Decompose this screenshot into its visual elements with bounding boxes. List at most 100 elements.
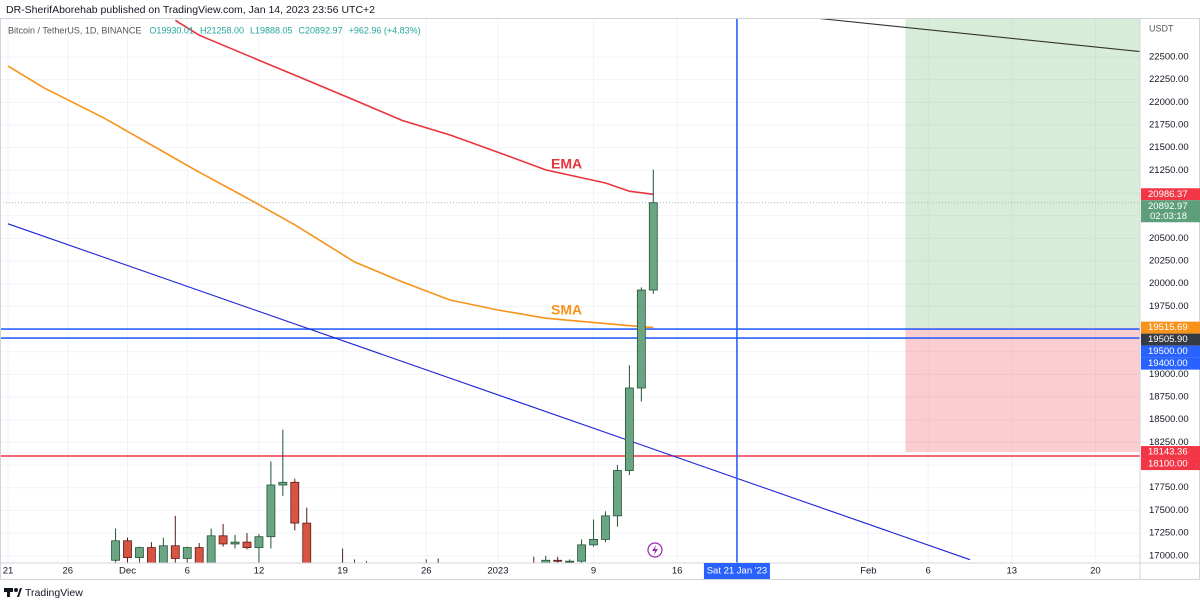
y-tick-label: 22500.00 xyxy=(1149,52,1189,63)
publisher-line: DR-SherifAborehab published on TradingVi… xyxy=(6,4,375,16)
x-tick-label: 21 xyxy=(3,566,14,577)
x-tick-label: 20 xyxy=(1090,566,1101,577)
y-tick-label: 19750.00 xyxy=(1149,301,1189,312)
x-tick-label: 13 xyxy=(1006,566,1017,577)
x-tick-label: 6 xyxy=(185,566,190,577)
candle-body xyxy=(601,515,610,540)
legend-value: O19930.01 xyxy=(149,25,194,35)
candle-body xyxy=(565,560,575,563)
trend-line xyxy=(814,18,1140,53)
candle-body xyxy=(589,539,598,546)
y-tick-label: 17000.00 xyxy=(1149,550,1189,561)
y-tick-label: 18500.00 xyxy=(1149,414,1189,425)
price-label: 19400.00 xyxy=(1148,358,1188,369)
candle-body xyxy=(624,387,634,471)
legend-value: H21258.00 xyxy=(200,25,244,35)
countdown: 02:03:18 xyxy=(1150,211,1187,222)
y-tick-label: 17250.00 xyxy=(1149,528,1189,539)
candle-body xyxy=(266,484,276,538)
trend-line xyxy=(7,223,971,561)
price-label: 19505.90 xyxy=(1148,334,1188,345)
candle-body xyxy=(230,541,240,545)
y-tick-label: 19000.00 xyxy=(1149,369,1189,380)
footer: TradingView xyxy=(25,587,83,599)
axis-label: USDT xyxy=(1149,23,1174,33)
candle-body xyxy=(553,559,563,562)
price-label: 18143.36 xyxy=(1148,447,1188,458)
x-tick-label: 2023 xyxy=(487,566,508,577)
candle-body xyxy=(158,545,168,563)
x-tick-label: 12 xyxy=(254,566,265,577)
x-tick-label: 16 xyxy=(672,566,683,577)
candle-body xyxy=(206,535,216,563)
y-tick-label: 18750.00 xyxy=(1149,392,1189,403)
axes: 17000.0017250.0017500.0017750.0018000.00… xyxy=(0,18,1200,580)
candle-body xyxy=(577,544,586,562)
price-label: 19500.00 xyxy=(1148,346,1188,357)
x-tick-label: 26 xyxy=(62,566,73,577)
alert-icon xyxy=(647,542,663,558)
x-tick-label: Feb xyxy=(860,566,876,577)
candle-body xyxy=(147,547,156,563)
candle-body xyxy=(218,535,228,545)
crosshair-label: Sat 21 Jan '23 xyxy=(707,566,767,577)
price-axis xyxy=(1140,18,1200,580)
y-tick-label: 17750.00 xyxy=(1149,482,1189,493)
legend-value: +962.96 (+4.83%) xyxy=(349,25,421,35)
y-tick-label: 21250.00 xyxy=(1149,165,1189,176)
y-tick-label: 20500.00 xyxy=(1149,233,1189,244)
candle-body xyxy=(242,541,252,548)
candle-body xyxy=(541,559,551,563)
legend-value: C20892.97 xyxy=(299,25,343,35)
candle-body xyxy=(302,522,312,563)
y-tick-label: 20250.00 xyxy=(1149,256,1189,267)
price-label-bg xyxy=(1141,200,1200,223)
legend-value: L19888.05 xyxy=(250,25,293,35)
indicator-label: EMA xyxy=(551,156,582,172)
plot-area xyxy=(0,18,1140,563)
price-label: 18100.00 xyxy=(1148,459,1188,470)
symbol: Bitcoin / TetherUS, 1D, BINANCE xyxy=(8,25,141,35)
price-label: 20892.97 xyxy=(1148,201,1188,212)
x-tick-label: 6 xyxy=(925,566,930,577)
x-tick-label: 9 xyxy=(591,566,596,577)
price-label-bg xyxy=(1141,321,1200,334)
candle-body xyxy=(290,481,300,524)
crosshair-label-bg xyxy=(703,563,770,579)
y-tick-label: 22250.00 xyxy=(1149,74,1189,85)
candle-body xyxy=(135,547,144,558)
candle-body xyxy=(278,481,288,486)
footer-logo xyxy=(4,588,22,597)
y-tick-label: 22000.00 xyxy=(1149,97,1189,108)
price-label: 19515.69 xyxy=(1148,322,1188,333)
time-axis xyxy=(0,563,1200,580)
candle-body xyxy=(111,540,120,561)
x-tick-label: 19 xyxy=(337,566,348,577)
y-tick-label: 21500.00 xyxy=(1149,142,1189,153)
price-label-bg xyxy=(1141,446,1200,459)
y-tick-label: 21750.00 xyxy=(1149,120,1189,131)
price-label-bg xyxy=(1141,458,1200,471)
indicator-line xyxy=(174,19,654,196)
y-tick-label: 20000.00 xyxy=(1149,278,1189,289)
price-label-bg xyxy=(1141,357,1200,370)
price-label-bg xyxy=(1141,345,1200,358)
stop-loss-zone xyxy=(905,327,1140,453)
x-tick-label: 26 xyxy=(421,566,432,577)
price-label: 20986.37 xyxy=(1148,189,1188,200)
y-tick-label: 18250.00 xyxy=(1149,437,1189,448)
candle-body xyxy=(636,289,646,389)
take-profit-zone xyxy=(905,18,1140,328)
indicator-label: SMA xyxy=(551,302,582,318)
candle-body xyxy=(123,540,132,558)
candle-body xyxy=(182,547,192,559)
indicator-line xyxy=(7,65,654,329)
candle-body xyxy=(648,202,658,291)
candle-body xyxy=(194,547,204,563)
candle-body xyxy=(170,545,180,559)
y-tick-label: 17500.00 xyxy=(1149,505,1189,516)
price-label-bg xyxy=(1141,188,1200,201)
candle-body xyxy=(613,470,622,517)
